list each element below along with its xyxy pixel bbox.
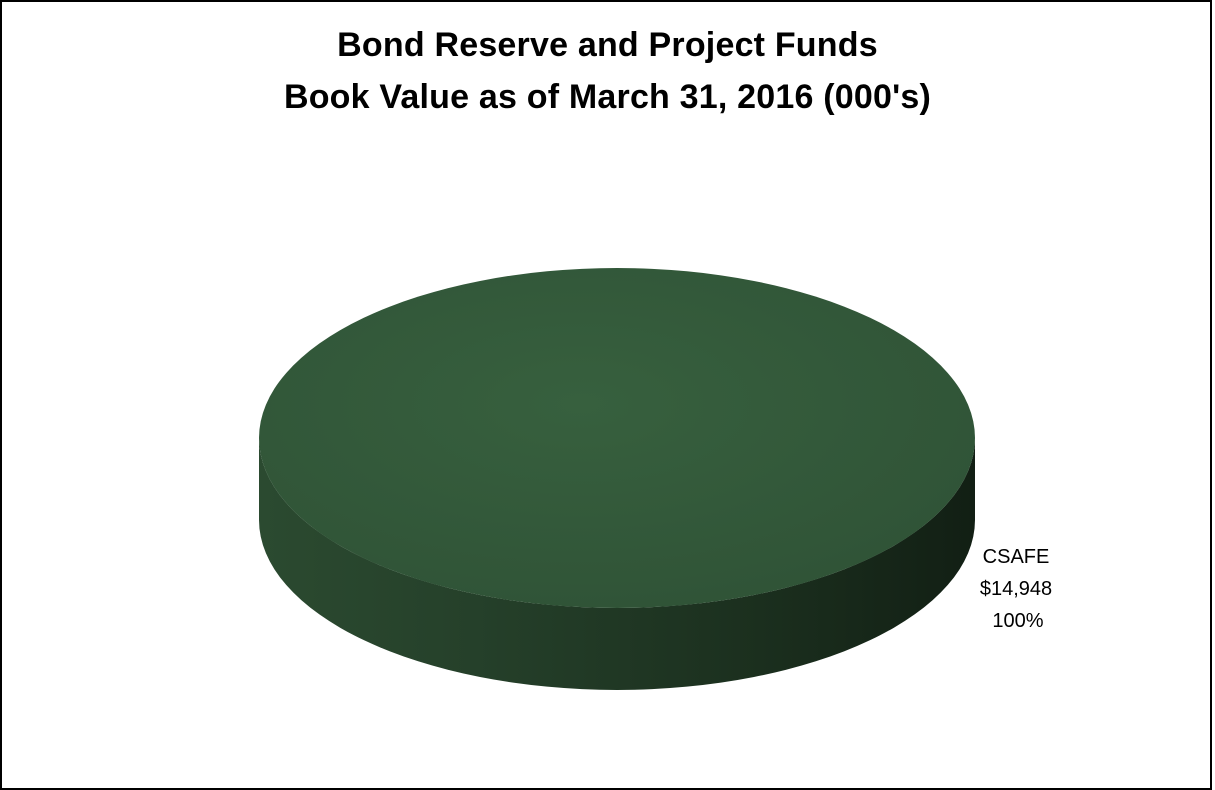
chart-title-line-1: Bond Reserve and Project Funds xyxy=(337,26,878,64)
pie-slice-csafe xyxy=(259,268,975,608)
data-labels: CSAFE $14,948 100% xyxy=(980,546,1052,632)
data-label-category: CSAFE xyxy=(983,546,1050,568)
pie-slices xyxy=(259,268,975,690)
data-label-percent: 100% xyxy=(992,610,1043,632)
chart-title-line-2: Book Value as of March 31, 2016 (000's) xyxy=(283,78,932,116)
data-label-value: $14,948 xyxy=(980,578,1052,600)
pie-slice-side-csafe xyxy=(259,438,975,690)
